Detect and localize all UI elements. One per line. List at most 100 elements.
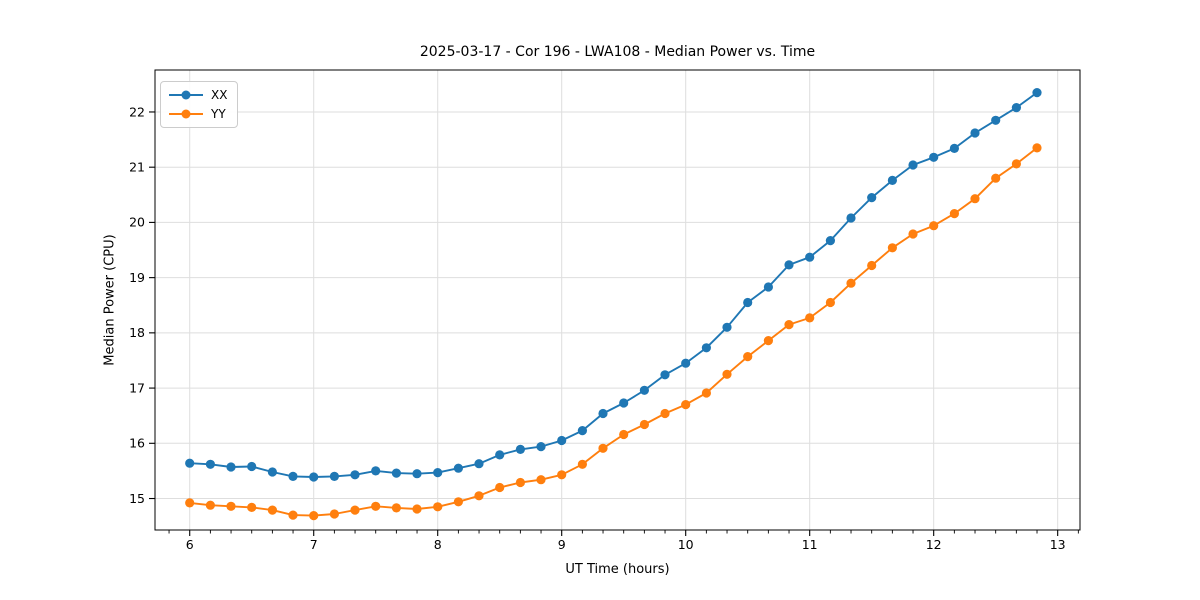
data-point-yy [412, 504, 422, 514]
x-tick-label: 7 [310, 537, 318, 552]
data-point-yy [701, 388, 712, 398]
data-point-yy [474, 491, 484, 501]
data-point-xx [309, 472, 319, 482]
data-point-yy [1011, 159, 1022, 169]
data-point-yy [309, 510, 319, 521]
data-point-xx [495, 450, 505, 460]
data-point-xx [267, 467, 277, 477]
data-point-xx [805, 252, 815, 262]
data-point-xx [453, 463, 463, 473]
data-point-yy [515, 477, 526, 488]
data-point-yy [557, 470, 567, 480]
data-point-yy [722, 369, 732, 379]
data-point-xx [763, 282, 774, 292]
x-tick-label: 8 [434, 537, 442, 552]
plot-border [154, 69, 1081, 531]
data-point-xx [722, 322, 732, 332]
data-point-yy [619, 429, 629, 440]
series-xx-line [189, 91, 1038, 478]
data-point-xx [908, 160, 918, 170]
series-yy-line [189, 147, 1038, 517]
legend-line-marker-yy-icon [169, 109, 203, 119]
data-point-yy [267, 505, 277, 515]
data-point-yy [1032, 143, 1042, 153]
data-point-yy [185, 498, 195, 508]
data-point-yy [205, 500, 215, 510]
data-point-xx [433, 468, 443, 478]
y-tick-label: 17 [129, 380, 145, 395]
data-point-yy [660, 408, 670, 419]
data-point-yy [846, 278, 856, 288]
data-point-yy [784, 320, 794, 330]
data-point-xx [949, 143, 960, 153]
data-point-yy [598, 443, 608, 453]
data-point-xx [598, 408, 608, 419]
data-point-yy [433, 502, 443, 512]
legend-label-xx: XX [211, 88, 228, 102]
data-point-xx [412, 469, 422, 479]
y-tick-label: 21 [129, 159, 145, 174]
data-point-yy [391, 503, 401, 513]
data-point-yy [681, 400, 691, 410]
data-point-xx [350, 470, 360, 480]
data-point-yy [908, 229, 918, 239]
y-tick-label: 22 [129, 104, 145, 119]
data-point-xx [577, 426, 588, 436]
data-point-yy [887, 243, 898, 253]
data-point-xx [660, 370, 670, 380]
data-point-xx [846, 213, 856, 223]
x-tick-label: 11 [802, 537, 818, 552]
data-point-xx [991, 115, 1001, 125]
data-point-yy [805, 313, 815, 323]
data-point-yy [763, 336, 774, 346]
data-point-xx [681, 358, 691, 368]
data-point-xx [743, 297, 753, 308]
x-tick-label: 10 [678, 537, 694, 552]
data-point-xx [639, 385, 650, 395]
legend-line-marker-xx-icon [169, 90, 203, 100]
data-point-yy [350, 505, 360, 515]
data-point-yy [949, 209, 960, 219]
data-point-xx [1011, 103, 1022, 113]
x-tick-label: 13 [1050, 537, 1066, 552]
data-point-yy [577, 459, 588, 469]
y-tick-label: 15 [129, 491, 145, 506]
data-point-yy [371, 501, 381, 511]
data-point-xx [247, 461, 257, 472]
data-point-yy [247, 502, 257, 512]
y-tick-label: 18 [129, 325, 145, 340]
data-point-xx [557, 435, 567, 446]
x-axis-label: UT Time (hours) [565, 562, 670, 577]
legend-entry-yy: YY [168, 106, 227, 122]
data-point-xx [226, 462, 236, 472]
data-point-xx [329, 471, 339, 481]
legend-label-yy: YY [211, 107, 226, 121]
data-point-xx [929, 152, 939, 162]
data-point-yy [495, 482, 505, 493]
x-tick-label: 6 [186, 537, 194, 552]
data-point-xx [887, 175, 898, 185]
data-point-xx [825, 236, 836, 246]
data-point-yy [970, 194, 980, 204]
data-point-yy [929, 221, 939, 231]
data-point-xx [185, 458, 195, 468]
legend-entry-xx: XX [168, 87, 227, 103]
data-point-xx [867, 193, 877, 203]
legend: XX YY [160, 81, 239, 128]
data-point-xx [536, 442, 546, 452]
data-point-yy [743, 352, 753, 362]
data-point-yy [867, 260, 877, 271]
data-point-xx [619, 398, 629, 408]
data-point-yy [536, 475, 546, 485]
data-point-yy [226, 501, 236, 511]
data-point-xx [701, 343, 712, 353]
data-point-xx [474, 459, 484, 469]
y-tick-label: 20 [129, 215, 145, 230]
data-point-xx [1032, 88, 1042, 98]
data-point-xx [970, 128, 980, 138]
data-point-xx [205, 459, 215, 469]
data-point-xx [784, 260, 794, 270]
data-point-xx [288, 471, 298, 481]
y-tick-label: 19 [129, 270, 145, 285]
